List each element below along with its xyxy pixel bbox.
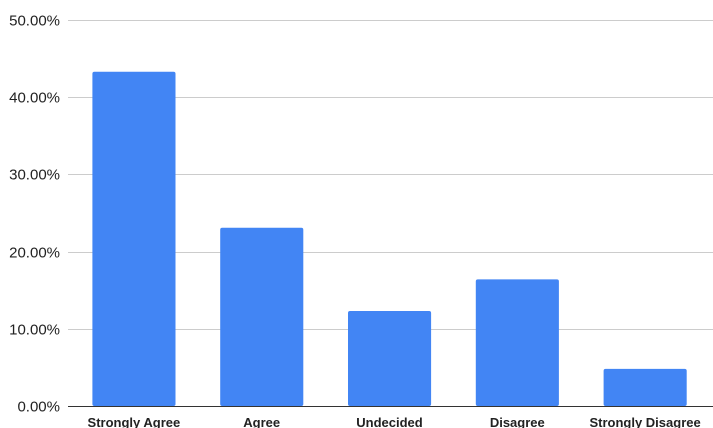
x-category-label: Strongly Agree bbox=[88, 415, 181, 428]
y-tick-label: 40.00% bbox=[9, 90, 60, 107]
x-category-label: Strongly Disagree bbox=[589, 415, 700, 428]
bar-strongly-disagree bbox=[603, 368, 687, 406]
y-tick-label: 50.00% bbox=[9, 13, 60, 30]
y-tick-label: 10.00% bbox=[9, 322, 60, 339]
y-tick-label: 0.00% bbox=[17, 399, 60, 416]
bar-undecided bbox=[348, 311, 432, 406]
x-category-label: Agree bbox=[243, 415, 280, 428]
x-category-label: Undecided bbox=[356, 415, 423, 428]
bars bbox=[92, 71, 687, 406]
bar-disagree bbox=[475, 279, 559, 406]
bar-strongly-agree bbox=[92, 71, 176, 406]
x-axis-category-labels: Strongly Agree Agree Undecided Disagree Stro… bbox=[88, 415, 701, 428]
x-category-label: Disagree bbox=[490, 415, 545, 428]
y-tick-label: 20.00% bbox=[9, 245, 60, 262]
y-axis-tick-labels: 0.00% 10.00% 20.00% 30.00% 40.00% 50.00% bbox=[9, 13, 60, 416]
y-tick-label: 30.00% bbox=[9, 167, 60, 184]
bar-agree bbox=[220, 227, 304, 406]
